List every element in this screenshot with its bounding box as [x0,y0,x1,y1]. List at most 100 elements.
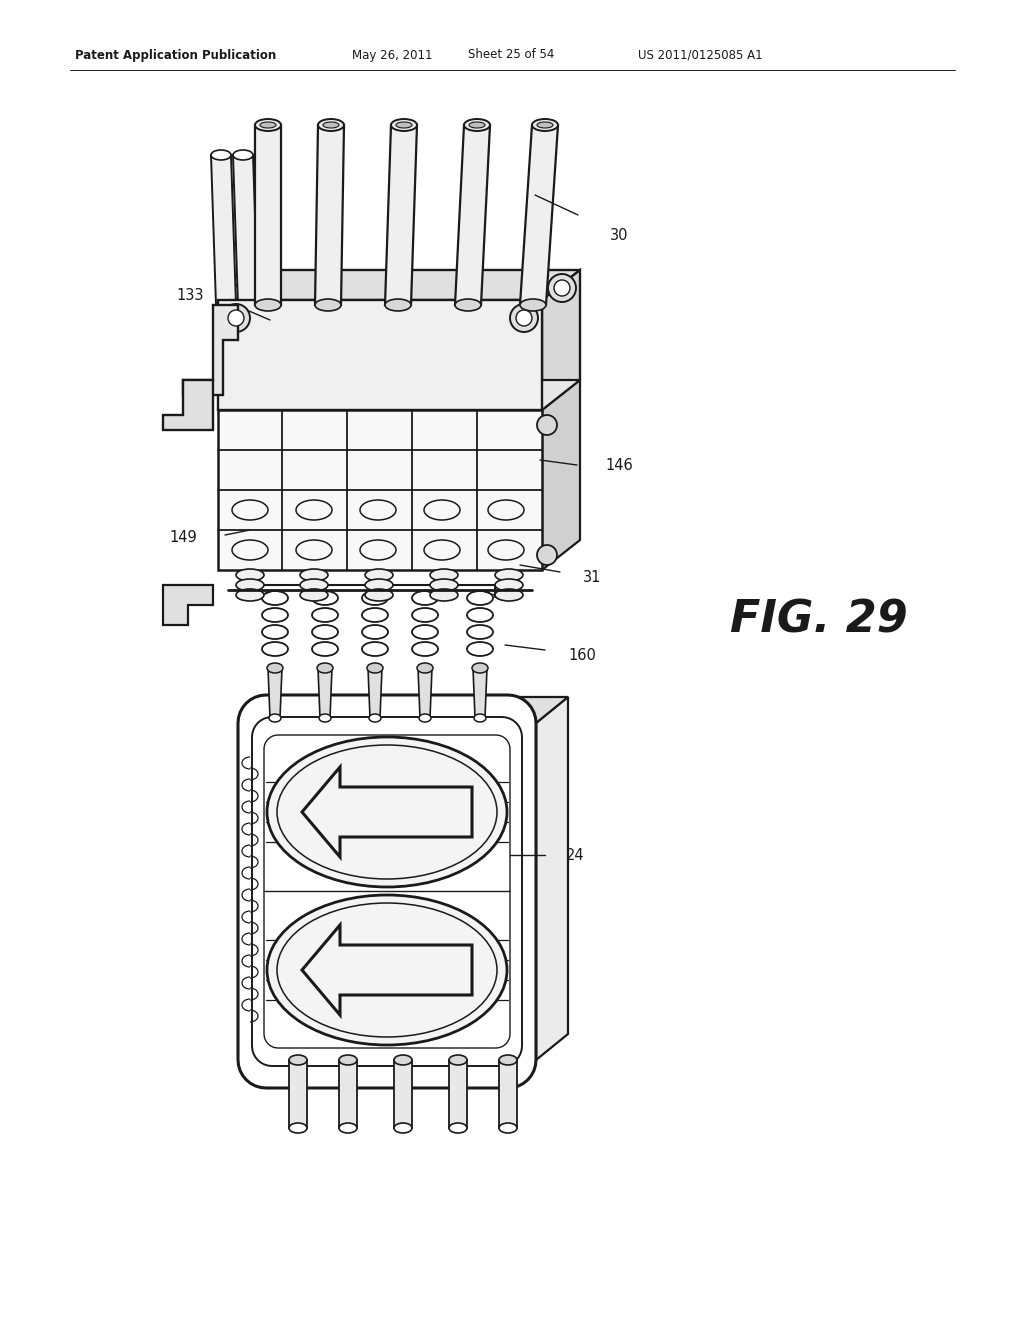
Ellipse shape [532,119,558,131]
Polygon shape [418,668,432,718]
Text: 31: 31 [583,570,601,586]
Text: 160: 160 [568,648,596,663]
Polygon shape [238,697,568,723]
Ellipse shape [520,300,546,312]
Ellipse shape [365,579,393,591]
Polygon shape [499,1060,517,1129]
Ellipse shape [222,304,250,333]
Ellipse shape [394,1123,412,1133]
Ellipse shape [537,121,553,128]
Ellipse shape [367,663,383,673]
Ellipse shape [267,895,507,1045]
Polygon shape [289,1060,307,1129]
Polygon shape [394,1060,412,1129]
Polygon shape [339,1060,357,1129]
Ellipse shape [417,663,433,673]
Text: 149: 149 [169,529,197,544]
Ellipse shape [365,569,393,581]
Ellipse shape [385,300,411,312]
Polygon shape [255,125,281,305]
Polygon shape [542,380,580,570]
Ellipse shape [289,1123,307,1133]
Ellipse shape [474,714,486,722]
Ellipse shape [365,589,393,601]
Ellipse shape [430,579,458,591]
Text: FIG. 29: FIG. 29 [730,598,907,642]
Ellipse shape [255,119,281,131]
Text: 24: 24 [566,847,585,862]
Ellipse shape [228,310,244,326]
Ellipse shape [449,1123,467,1133]
Polygon shape [368,668,382,718]
Ellipse shape [537,414,557,436]
Ellipse shape [318,119,344,131]
Ellipse shape [495,579,523,591]
Ellipse shape [255,300,281,312]
Ellipse shape [495,589,523,601]
Ellipse shape [323,121,339,128]
Ellipse shape [499,1123,517,1133]
Ellipse shape [554,280,570,296]
Polygon shape [218,300,542,411]
Polygon shape [218,271,580,300]
Ellipse shape [396,121,412,128]
Ellipse shape [430,589,458,601]
Ellipse shape [499,1055,517,1065]
Polygon shape [163,380,213,430]
Ellipse shape [300,579,328,591]
Text: US 2011/0125085 A1: US 2011/0125085 A1 [638,49,763,62]
Ellipse shape [269,714,281,722]
Ellipse shape [236,569,264,581]
Ellipse shape [211,150,231,160]
Polygon shape [218,411,542,570]
Ellipse shape [233,150,253,160]
Polygon shape [218,380,580,411]
Polygon shape [163,585,213,624]
Polygon shape [183,305,238,395]
Text: Patent Application Publication: Patent Application Publication [75,49,276,62]
Ellipse shape [369,714,381,722]
Ellipse shape [315,300,341,312]
Ellipse shape [267,663,283,673]
Polygon shape [542,271,580,411]
Polygon shape [233,154,258,305]
Polygon shape [211,154,236,305]
Polygon shape [449,1060,467,1129]
Ellipse shape [510,304,538,333]
Ellipse shape [236,589,264,601]
Ellipse shape [464,119,490,131]
Ellipse shape [260,121,276,128]
Polygon shape [385,125,417,305]
Text: 146: 146 [605,458,633,473]
Ellipse shape [495,569,523,581]
Ellipse shape [267,737,507,887]
Text: Sheet 25 of 54: Sheet 25 of 54 [468,49,554,62]
Text: 30: 30 [610,227,629,243]
Ellipse shape [236,579,264,591]
Polygon shape [238,723,536,1060]
Ellipse shape [300,569,328,581]
Polygon shape [315,125,344,305]
Ellipse shape [300,589,328,601]
Polygon shape [455,125,490,305]
Ellipse shape [339,1123,357,1133]
Polygon shape [473,668,487,718]
Polygon shape [536,697,568,1060]
Ellipse shape [548,275,575,302]
Ellipse shape [319,714,331,722]
Ellipse shape [430,569,458,581]
Ellipse shape [472,663,488,673]
Ellipse shape [394,1055,412,1065]
Ellipse shape [391,119,417,131]
Ellipse shape [537,545,557,565]
Text: May 26, 2011: May 26, 2011 [352,49,432,62]
Text: 133: 133 [176,288,204,302]
Ellipse shape [289,1055,307,1065]
Polygon shape [268,668,282,718]
Polygon shape [218,300,542,590]
Polygon shape [520,125,558,305]
Ellipse shape [516,310,532,326]
Polygon shape [238,696,536,1088]
Ellipse shape [339,1055,357,1065]
Ellipse shape [455,300,481,312]
